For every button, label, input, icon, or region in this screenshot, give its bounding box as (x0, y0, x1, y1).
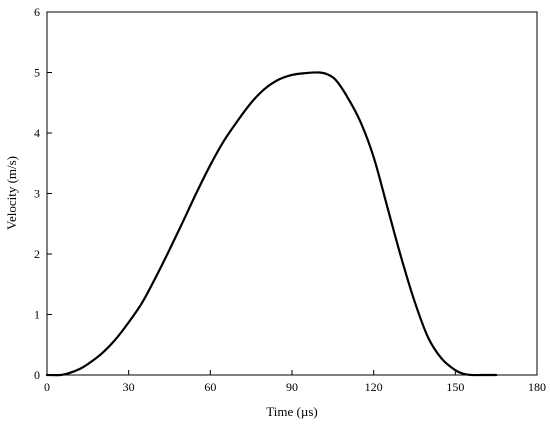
y-tick-label: 6 (34, 5, 40, 19)
x-tick-label: 120 (365, 380, 383, 394)
y-tick-label: 2 (34, 247, 40, 261)
y-tick-label: 1 (34, 308, 40, 322)
y-tick-label: 3 (34, 187, 40, 201)
velocity-series-line (45, 71, 498, 377)
x-tick-label: 0 (44, 380, 50, 394)
plot-frame (46, 11, 538, 376)
x-tick-label: 180 (528, 380, 546, 394)
series-layer (45, 71, 498, 377)
y-tick-label: 5 (34, 66, 40, 80)
y-tick-label: 0 (34, 368, 40, 382)
x-tick-label: 30 (123, 380, 135, 394)
x-tick-label: 90 (286, 380, 298, 394)
ticks-layer: 0 30 60 90 120 150 180 0 1 2 3 4 5 6 (34, 5, 546, 394)
x-axis-label: Time (µs) (266, 404, 317, 419)
y-tick-label: 4 (34, 126, 40, 140)
y-axis-label: Velocity (m/s) (4, 156, 19, 230)
x-tick-label: 150 (446, 380, 464, 394)
x-tick-label: 60 (204, 380, 216, 394)
